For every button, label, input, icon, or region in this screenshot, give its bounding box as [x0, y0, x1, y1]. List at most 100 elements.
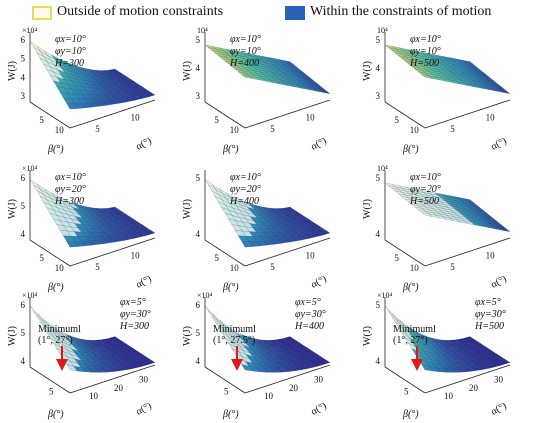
surface-cell [312, 88, 324, 93]
surface-cell [398, 193, 409, 198]
surface-cell [402, 323, 414, 334]
beta-axis-title: β(°) [47, 409, 64, 420]
surface-cell [219, 188, 230, 198]
beta-tick-label: 5 [394, 115, 399, 125]
surface-cell [39, 195, 51, 206]
surface-cell [457, 357, 469, 361]
surface-cell [49, 212, 61, 221]
phi-x-label: φx=10° [55, 34, 86, 45]
surface-cell [426, 203, 437, 208]
surface-cell [51, 192, 62, 201]
surface-cell [221, 332, 233, 343]
surface-cell [229, 329, 241, 338]
surface-cell [291, 224, 303, 229]
surface-cell [288, 353, 300, 357]
surface-cell [446, 353, 459, 358]
surface-cell [489, 219, 501, 224]
z-tick-label: 6 [21, 35, 26, 45]
alpha-axis-line [424, 364, 511, 394]
alpha-axis-line [69, 99, 156, 129]
surface-cell [84, 364, 96, 370]
alpha-axis-title: α(°) [134, 400, 153, 417]
surface-plot-2: 5 4 3 10⁴ W(J) 5 10 β(°) 5 10 α(°) φx=10°φy=10°H=40… [182, 26, 331, 155]
h-label: H=400 [229, 196, 259, 207]
phi-y-label: φy=20° [410, 184, 441, 195]
z-axis-title: W(J) [362, 326, 373, 346]
surface-cell [447, 207, 459, 212]
alpha-axis-title: α(°) [134, 135, 153, 152]
surface-cell [277, 232, 289, 236]
surface-cell [461, 72, 473, 77]
beta-axis-line [204, 101, 246, 129]
surface-cell [33, 310, 44, 323]
minimum-annotation-title: Minimuml [213, 324, 256, 335]
surface-cell [289, 65, 301, 70]
phi-x-label: φx=10° [410, 172, 441, 183]
phi-y-label: φy=10° [230, 46, 261, 57]
surface-cell [454, 354, 466, 358]
alpha-axis-line [69, 237, 156, 267]
z-tick-label: 3 [196, 91, 201, 101]
surface-cell [449, 368, 461, 373]
surface-cell [459, 199, 470, 204]
surface-cell [116, 224, 128, 229]
alpha-tick-label: 10 [306, 250, 316, 260]
z-axis-title: W(J) [182, 326, 193, 346]
surface-cell [54, 329, 66, 338]
legend-label-within: Within the constraints of motion [310, 4, 492, 19]
surface-cell [464, 362, 476, 366]
alpha-axis-line [244, 99, 331, 129]
surface-cell [36, 316, 48, 328]
surface-cell [264, 58, 276, 63]
phi-y-label: φy=10° [55, 46, 86, 57]
alpha-tick-label: 20 [289, 383, 299, 393]
alpha-tick-label: 5 [450, 124, 455, 134]
surface-cell [453, 216, 465, 221]
beta-axis-line [204, 366, 246, 394]
surface-cell [109, 362, 121, 366]
surface-cell [284, 350, 297, 355]
surface-cell [256, 212, 269, 218]
surface-cell [426, 57, 438, 62]
alpha-axis-title: α(°) [489, 400, 508, 417]
surface-cell [312, 362, 324, 367]
surface-cell [441, 197, 452, 203]
beta-axis-title: β(°) [47, 144, 64, 155]
alpha-tick-label: 10 [89, 391, 99, 401]
surface-cell [471, 218, 483, 223]
surface-cell [29, 305, 41, 319]
surface-cell [401, 332, 413, 343]
surface-cell [211, 316, 223, 328]
surface-cell [137, 362, 149, 367]
surface-cell [61, 336, 72, 345]
phi-y-label: φy=20° [55, 184, 86, 195]
minimum-annotation-coords: (1°, 27°) [38, 335, 73, 346]
surface-cell [269, 368, 281, 373]
surface-cell [444, 58, 456, 63]
surface-cell [231, 224, 243, 232]
surface-cell [471, 355, 483, 360]
surface-cell [472, 349, 484, 354]
beta-tick-label: 10 [55, 125, 64, 135]
surface-cell [401, 327, 413, 338]
surface-cell [291, 355, 303, 360]
z-tick-label: 5 [376, 35, 381, 45]
minimum-annotation-coords: (1°, 27°) [393, 335, 428, 346]
phi-x-label: φx=5° [120, 297, 146, 308]
surface-cell [253, 338, 266, 343]
surface-cell [228, 337, 240, 346]
surface-cell [140, 358, 153, 363]
surface-cell [114, 73, 126, 78]
surface-cell [384, 305, 396, 319]
surface-cell [214, 195, 226, 206]
surface-cell [432, 212, 444, 217]
surface-cell [281, 68, 293, 73]
surface-cell [127, 88, 139, 92]
surface-cell [221, 207, 233, 216]
alpha-tick-label: 20 [469, 383, 479, 393]
surface-cell [127, 81, 139, 87]
surface-cell [277, 357, 289, 361]
alpha-tick-label: 20 [114, 383, 124, 393]
surface-cell [226, 192, 237, 201]
surface-cell [481, 362, 493, 367]
